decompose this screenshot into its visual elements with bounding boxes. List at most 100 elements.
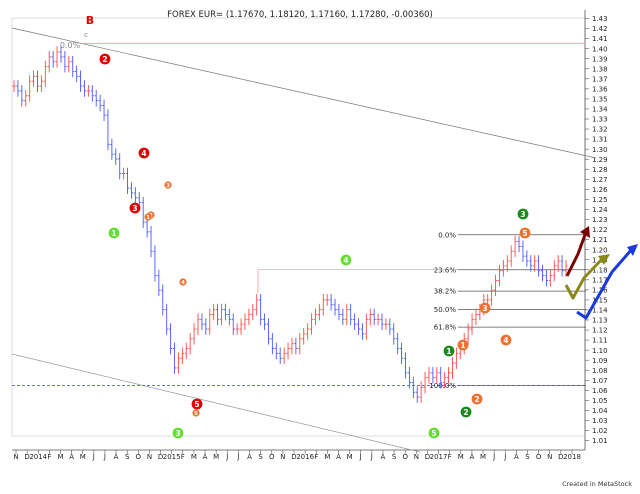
wave-label-20: 1	[146, 215, 150, 221]
wave-label-6: 1	[111, 229, 116, 238]
wave-marker-4	[129, 202, 141, 214]
x-tick-label: O	[269, 453, 275, 461]
wave-label-7: 3	[175, 429, 180, 438]
wave-marker-9	[428, 427, 440, 439]
x-tick-label: M	[324, 453, 330, 461]
wave-label-16: 4	[503, 336, 508, 345]
wave-marker-5	[191, 398, 203, 410]
x-tick-label: F	[181, 453, 185, 461]
x-tick-label: O	[536, 453, 542, 461]
x-tick-label: A	[114, 453, 119, 461]
x-tick-label: J	[92, 453, 95, 461]
wave-label-3: 4	[141, 149, 146, 158]
x-tick-label: F	[448, 453, 452, 461]
x-tick-label: O	[402, 453, 408, 461]
projection-arrowhead-dark-red	[580, 226, 590, 238]
y-tick-label: 1.37	[592, 75, 608, 83]
y-tick-label: 1.21	[592, 236, 608, 244]
wave-marker-12	[517, 208, 529, 220]
x-tick-label: M	[347, 453, 353, 461]
y-tick-label: 1.26	[592, 186, 608, 194]
wave-marker-3	[138, 147, 150, 159]
wave-label-1: c	[84, 31, 88, 39]
wave-label-12: 3	[520, 210, 525, 219]
x-tick-label: S	[125, 453, 130, 461]
y-tick-label: 1.04	[592, 407, 608, 415]
y-tick-label: 1.23	[592, 216, 608, 224]
x-tick-label: N	[547, 453, 552, 461]
x-tick-label: M	[57, 453, 63, 461]
y-tick-label: 1.27	[592, 176, 608, 184]
wave-marker-14	[471, 393, 483, 405]
wave-marker-21	[179, 278, 187, 286]
x-tick-label: N	[414, 453, 419, 461]
wave-marker-16	[500, 334, 512, 346]
fib-label-4: 61.8%	[434, 324, 457, 332]
wave-label-13: 1	[460, 341, 465, 350]
wave-label-10: 1	[446, 347, 451, 356]
y-tick-label: 1.18	[592, 266, 608, 274]
y-tick-label: 1.09	[592, 357, 608, 365]
wave-label-14: 2	[474, 395, 479, 404]
y-tick-label: 1.07	[592, 377, 608, 385]
x-tick-label: J	[492, 453, 495, 461]
y-tick-label: 1.08	[592, 367, 608, 375]
y-tick-label: 1.34	[592, 106, 608, 114]
projection-arrow-dark-red	[565, 231, 588, 277]
y-tick-label: 1.33	[592, 116, 608, 124]
y-tick-label: 1.01	[592, 437, 608, 445]
wave-marker-6	[108, 227, 120, 239]
x-tick-label: J	[359, 453, 362, 461]
x-tick-label: 2015	[163, 453, 181, 461]
x-tick-label: M	[480, 453, 486, 461]
y-tick-label: 1.38	[592, 65, 608, 73]
x-tick-label: D	[558, 453, 563, 461]
channel-upper	[11, 27, 597, 159]
y-tick-label: 1.03	[592, 417, 608, 425]
y-tick-label: 1.13	[592, 317, 608, 325]
x-tick-label: J	[503, 453, 506, 461]
x-tick-label: A	[69, 453, 74, 461]
wave-label-11: 2	[463, 408, 468, 417]
chart-title: FOREX EUR= (1.17670, 1.18120, 1.17160, 1…	[167, 10, 433, 20]
y-tick-label: 1.06	[592, 387, 608, 395]
wave-marker-11	[460, 406, 472, 418]
wave-marker-13	[457, 339, 469, 351]
y-tick-label: 1.32	[592, 126, 608, 134]
credit-text: Created in MetaStock	[562, 480, 632, 488]
x-tick-label: D	[291, 453, 296, 461]
y-tick-label: 1.12	[592, 327, 608, 335]
y-tick-label: 1.43	[592, 15, 608, 23]
y-tick-label: 1.42	[592, 25, 608, 33]
fib-label-2: 38.2%	[434, 288, 457, 296]
fib-label-1: 23.6%	[434, 266, 457, 274]
x-tick-label: D	[24, 453, 29, 461]
x-tick-label: A	[470, 453, 475, 461]
x-tick-label: M	[213, 453, 219, 461]
x-tick-label: D	[425, 453, 430, 461]
fib-label-3: 50.0%	[434, 306, 457, 314]
x-tick-label: F	[47, 453, 51, 461]
y-tick-label: 1.02	[592, 427, 608, 435]
wave-label-2: 2	[102, 55, 107, 64]
y-tick-label: 1.25	[592, 196, 608, 204]
x-tick-label: D	[158, 453, 163, 461]
wave-label-17: 5	[522, 229, 527, 238]
x-tick-label: 2018	[563, 453, 581, 461]
wave-label-5: 5	[194, 400, 199, 409]
projection-arrowhead-blue	[627, 244, 638, 256]
y-tick-label: 1.28	[592, 166, 608, 174]
x-tick-label: A	[336, 453, 341, 461]
wave-marker-15	[479, 302, 491, 314]
y-tick-label: 1.22	[592, 226, 608, 234]
fib-label-5: 100.0%	[429, 382, 456, 390]
x-tick-label: A	[381, 453, 386, 461]
x-tick-label: A	[514, 453, 519, 461]
x-tick-label: N	[13, 453, 18, 461]
x-tick-label: J	[370, 453, 373, 461]
projection-arrowhead-olive	[598, 254, 610, 265]
y-tick-label: 1.29	[592, 156, 608, 164]
channel-lower	[11, 353, 421, 453]
